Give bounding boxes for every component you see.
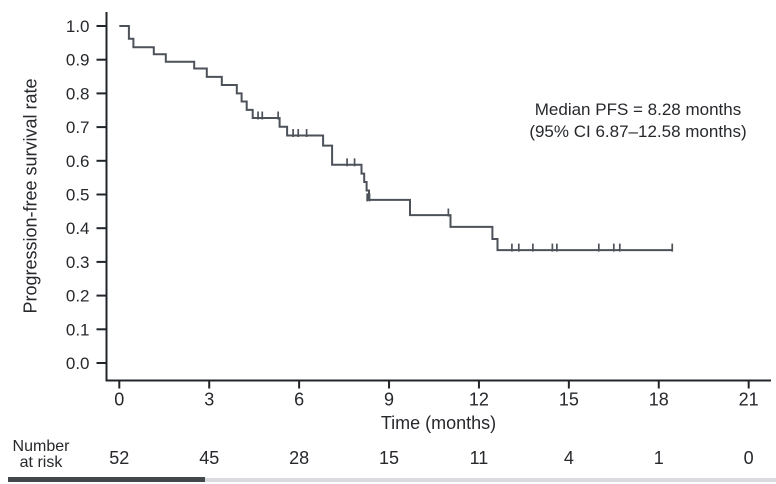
number-at-risk-label: Number at risk (8, 439, 74, 471)
y-tick-label: 0.2 (66, 287, 90, 306)
x-tick-label: 9 (384, 390, 394, 410)
y-tick-label: 0.1 (66, 320, 90, 339)
x-tick-label: 21 (739, 390, 759, 410)
y-tick-label: 0.0 (66, 354, 90, 373)
x-axis-title: Time (months) (380, 413, 497, 433)
number-at-risk-label-line2: at risk (19, 454, 63, 471)
median-annotation: Median PFS = 8.28 months (95% CI 6.87–12… (517, 99, 759, 143)
y-tick-label: 0.8 (66, 84, 90, 103)
median-annotation-line2: (95% CI 6.87–12.58 months) (529, 122, 747, 141)
at-risk-value: 15 (379, 448, 400, 468)
x-tick-label: 6 (294, 390, 304, 410)
y-tick-label: 0.6 (66, 152, 90, 171)
number-at-risk-row: 52 45 28 15 11 4 1 0 (0, 448, 776, 468)
page-edge-artifact-light (205, 478, 776, 482)
x-tick-label: 18 (649, 390, 669, 410)
at-risk-value: 45 (199, 448, 220, 468)
number-at-risk-label-line1: Number (12, 438, 70, 455)
at-risk-value: 1 (653, 448, 664, 468)
at-risk-value: 0 (743, 448, 754, 468)
x-tick-label: 3 (204, 390, 214, 410)
y-axis-title: Progression-free survival rate (20, 78, 41, 314)
at-risk-value: 4 (563, 448, 574, 468)
y-tick-label: 0.3 (66, 253, 90, 272)
at-risk-value: 28 (289, 448, 310, 468)
km-survival-curve (119, 25, 673, 252)
y-tick-label: 0.4 (66, 219, 90, 238)
x-tick-label: 12 (469, 390, 489, 410)
at-risk-value: 52 (109, 448, 130, 468)
y-tick-label: 0.5 (66, 186, 90, 205)
y-tick-label: 0.7 (66, 118, 90, 137)
at-risk-value: 11 (469, 448, 489, 468)
x-tick-label: 0 (114, 390, 124, 410)
page-edge-artifact-dark (8, 477, 205, 482)
y-tick-label: 1.0 (66, 17, 90, 36)
x-tick-label: 15 (559, 390, 579, 410)
median-annotation-line1: Median PFS = 8.28 months (534, 100, 742, 119)
y-tick-label: 0.9 (66, 51, 90, 70)
